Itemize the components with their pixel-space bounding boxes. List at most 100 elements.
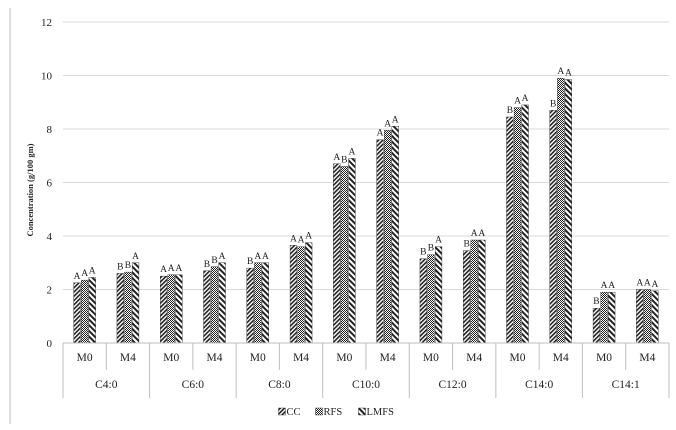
x-tick-label: M4 [380,352,396,364]
x-tick-label: M4 [120,352,136,364]
x-group-label: C14:0 [525,379,553,391]
bar-lmfs [131,262,140,344]
bar-cc [463,250,471,344]
y-tick-label: 0 [47,338,53,350]
significance-letter: A [601,281,608,291]
significance-letter: A [305,232,312,242]
significance-letter: A [254,252,261,262]
significance-letter: B [420,248,426,258]
significance-letter: A [392,115,399,125]
bar-lmfs [88,277,96,344]
x-tick-label: M0 [596,352,612,364]
bar-cc [289,245,298,344]
y-tick-label: 2 [47,285,53,297]
x-axis: M0 M4 C4:0 M0 M4 C6:0 M0 M4 C8:0 M0 M4 C10:0 M0 M4 C12… [62,342,670,398]
x-tick-label: M0 [510,352,526,364]
x-group-label: C4:0 [95,379,118,391]
significance-letter: A [262,252,269,262]
bars [73,77,659,344]
x-group-label: C14:1 [612,379,640,391]
bar-rfs [470,239,478,344]
significance-letter: B [428,244,434,254]
bar-lmfs [434,246,443,344]
y-tick-label: 4 [47,231,53,243]
legend-label-cc: CC [287,407,301,418]
bar-cc [549,110,557,344]
bar-cc [333,163,341,344]
x-group-label: C8:0 [268,379,291,391]
significance-letter: B [341,155,347,165]
bar-cc [636,289,644,344]
x-tick-label: M0 [250,352,266,364]
bar-lmfs [564,79,572,344]
y-tick-label: 12 [41,17,52,29]
legend-swatch-rfs [315,407,323,416]
significance-letter: A [514,97,521,107]
bar-lmfs [175,274,183,344]
significance-letter: B [247,257,253,267]
significance-letter: A [219,252,226,262]
bar-cc [116,273,124,344]
bar-cc [160,275,168,344]
bar-lmfs [608,291,616,344]
bar-cc [506,116,514,344]
x-tick-label: M4 [639,352,655,364]
bar-rfs [513,107,522,344]
y-axis-tick-labels: 0 2 4 6 8 10 12 [41,17,53,350]
bar-rfs [297,246,305,344]
bar-rfs [81,279,89,344]
significance-letter: A [132,252,139,262]
bar-cc [203,270,211,344]
bar-rfs [124,271,132,344]
bar-lmfs [305,242,313,344]
x-group-label: C6:0 [182,379,205,391]
significance-letter: A [333,153,340,163]
significance-letter: B [211,256,217,266]
bar-rfs [340,166,348,344]
x-tick-label: M0 [163,352,179,364]
bar-lmfs [521,104,529,344]
bar-rfs [600,291,608,344]
legend: CC RFS LMFS [278,407,395,418]
significance-letter: A [74,272,81,282]
significance-letter: A [168,264,175,274]
significance-letter: A [471,229,478,239]
bar-rfs [643,289,651,344]
y-tick-label: 6 [47,178,53,190]
x-group-label: C10:0 [352,379,380,391]
significance-letter: B [593,297,599,307]
gridlines [63,21,669,290]
x-tick-label: M4 [207,352,223,364]
significance-letter: A [175,264,182,274]
y-axis-label: Concentration (g/100 gm) [25,143,35,236]
significance-letter: A [81,269,88,279]
bar-rfs [210,266,219,344]
bar-lmfs [261,262,269,344]
bar-cc [592,308,601,344]
bar-lmfs [218,262,226,344]
legend-label-lmfs: LMFS [367,407,395,418]
significance-letter: B [463,240,469,250]
significance-letter: A [290,234,297,244]
x-tick-label: M4 [553,352,569,364]
significance-letter: A [478,229,485,239]
legend-swatch-lmfs [358,407,366,416]
significance-letter: A [522,94,529,104]
significance-letter: A [557,67,564,77]
x-tick-label: M0 [336,352,352,364]
significance-letter: A [89,266,96,276]
significance-letter: A [608,281,615,291]
significance-letter: A [160,265,167,275]
x-tick-label: M0 [77,352,93,364]
significance-letter: B [507,106,513,116]
significance-letter: A [298,236,305,246]
y-tick-label: 8 [47,124,53,136]
significance-letter: B [125,261,131,271]
y-tick-label: 10 [41,71,53,83]
bar-lmfs [348,158,356,344]
bar-rfs [384,130,392,344]
x-group-label: C12:0 [439,379,467,391]
bar-cc [246,267,254,344]
